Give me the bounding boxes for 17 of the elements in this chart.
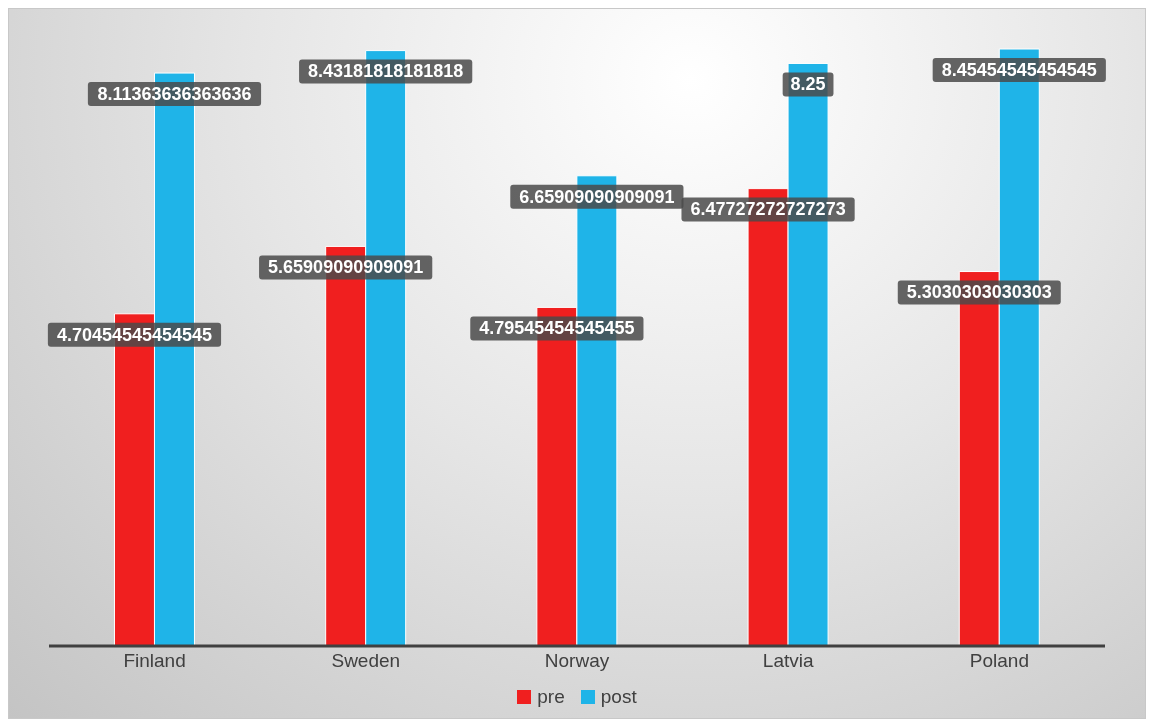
data-label: 8.45454545454545 bbox=[941, 59, 1097, 80]
data-label: 5.3030303030303 bbox=[906, 282, 1052, 303]
x-tick-label: Finland bbox=[123, 650, 186, 672]
data-label: 4.79545454545455 bbox=[479, 318, 635, 339]
legend-label: pre bbox=[537, 686, 565, 708]
data-label: 8.25 bbox=[790, 74, 826, 95]
x-tick-label: Poland bbox=[969, 650, 1029, 672]
data-label: 8.11363636363636 bbox=[97, 83, 252, 104]
x-tick-label: Norway bbox=[544, 650, 610, 672]
x-tick-label: Sweden bbox=[331, 650, 401, 672]
data-label: 6.65909090909091 bbox=[519, 186, 675, 207]
text: post bbox=[600, 686, 637, 708]
data-label: 8.43181818181818 bbox=[308, 61, 464, 82]
data-label: 6.47727272727273 bbox=[690, 199, 846, 220]
x-tick-label: Latvia bbox=[762, 650, 814, 672]
data-label: 4.70454545454545 bbox=[56, 324, 213, 345]
data-label: 5.65909090909091 bbox=[268, 257, 424, 278]
